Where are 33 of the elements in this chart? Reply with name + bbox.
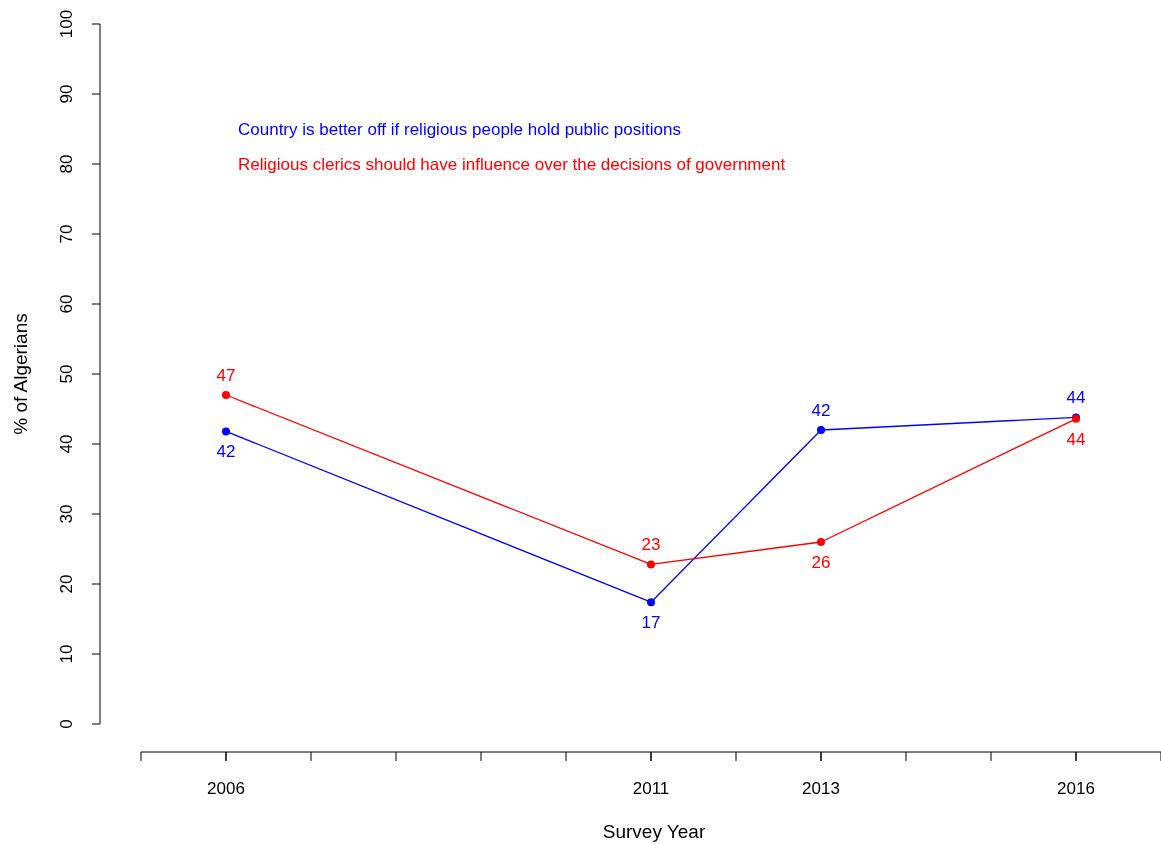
data-label: 44 [1066,429,1086,449]
point [647,598,655,607]
y-tick-label: 50 [57,364,76,384]
x-axis-title: Survey Year [602,821,706,842]
x-tick-label: 2016 [1057,779,1095,798]
y-axis-title: % of Algerians [10,313,31,435]
x-tick-label: 2011 [632,779,670,798]
y-tick-label: 100 [57,9,76,39]
y-tick-label: 60 [57,294,76,314]
y-tick-label: 80 [57,154,76,174]
y-tick-label: 0 [57,719,76,729]
y-tick-label: 90 [57,84,76,104]
point [817,426,825,434]
point [647,560,655,569]
y-tick-label: 20 [57,574,76,594]
y-tick-label: 40 [57,434,76,454]
data-label: 47 [216,366,236,385]
data-label: 23 [641,535,661,555]
data-label: 17 [641,613,661,633]
x-tick-label: 2006 [207,779,245,798]
data-label: 26 [811,553,831,572]
x-tick-label: 2013 [802,779,840,798]
data-label: 42 [216,442,236,462]
data-label: 44 [1066,388,1086,408]
point [222,427,230,436]
point [222,391,230,399]
text: Religious clerics should have influence over the decisions of government [238,155,786,174]
y-tick-label: 10 [57,644,76,664]
text: Country is better off if religious people hold public positions [238,120,681,139]
point [817,538,825,546]
y-tick-label: 30 [57,504,76,524]
y-tick-label: 70 [57,224,76,244]
data-label: 42 [811,401,831,420]
